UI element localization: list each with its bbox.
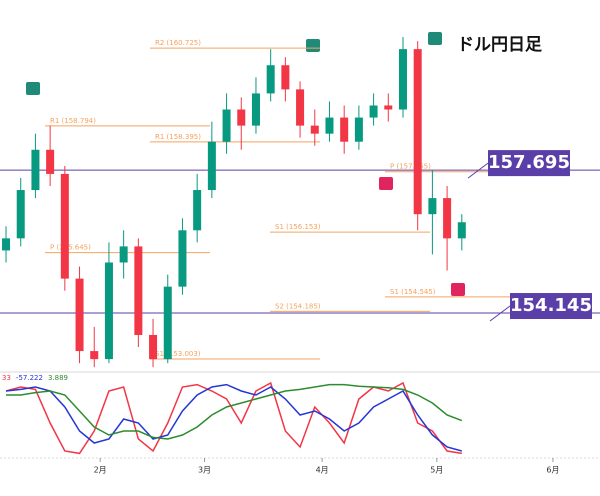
candle-body (398, 49, 407, 110)
x-tick-label: 5月 (430, 466, 443, 475)
candle-body (75, 278, 84, 352)
pivot-label: S1 (156.153) (275, 223, 321, 231)
marker-icon (306, 39, 320, 52)
candle-body (251, 93, 260, 126)
pivot-label: P (155.645) (50, 244, 91, 252)
marker-icon (26, 82, 40, 95)
candle-body (163, 286, 172, 360)
candle-body (16, 190, 25, 239)
x-tick-label: 3月 (198, 466, 211, 475)
x-tick-label: 6月 (546, 466, 559, 475)
oscillator-line (6, 383, 463, 440)
oscillator-line (5, 383, 462, 452)
candle-body (149, 334, 158, 360)
candle-body (237, 109, 246, 126)
candle-body (104, 262, 113, 360)
candle-body (296, 89, 305, 126)
candle-body (222, 109, 231, 142)
candle-body (207, 141, 216, 191)
candle-body (60, 173, 69, 279)
oscillator-value: -57.222 (16, 374, 43, 382)
pivot-label: S2 (154.185) (275, 302, 321, 310)
pivot-label: S1 (154.545) (390, 288, 436, 296)
marker-icon (428, 32, 442, 45)
candle-body (369, 105, 378, 118)
pivot-label: P (157.655) (390, 163, 431, 171)
candle-body (193, 190, 202, 231)
candle-body (281, 65, 290, 90)
candle-body (428, 198, 437, 215)
pivot-label: R2 (160.725) (155, 39, 201, 47)
oscillator-value: 33 (2, 374, 11, 382)
candle-body (134, 246, 143, 335)
candle-body (2, 238, 11, 251)
price-label: 157.695 (488, 152, 570, 173)
candle-body (457, 222, 466, 239)
candle-body (178, 230, 187, 287)
pivot-label: R1 (158.395) (155, 133, 201, 141)
marker-icon (451, 283, 465, 296)
oscillator-line (5, 381, 462, 455)
price-connector (489, 305, 511, 322)
candle-body (266, 65, 275, 94)
candle-body (443, 198, 452, 239)
candle-body (31, 149, 40, 191)
candle-body (340, 117, 349, 142)
candle-body (310, 125, 319, 134)
price-label: 154.145 (510, 295, 592, 316)
price-box (488, 150, 570, 177)
candle-body (90, 351, 99, 360)
pivot-label: S1 (153.003) (155, 350, 201, 358)
marker-icon (379, 177, 393, 190)
candle-body (354, 117, 363, 142)
candle-body (413, 49, 422, 215)
x-tick-label: 2月 (94, 466, 107, 475)
candle-body (325, 117, 334, 134)
candle-body (119, 246, 128, 263)
pivot-label: R1 (158.794) (50, 117, 96, 125)
candle-body (46, 149, 55, 174)
candle-body (384, 105, 393, 110)
x-tick-label: 4月 (316, 466, 329, 475)
chart-title: ドル円日足 (457, 35, 542, 55)
oscillator-value: 3.889 (48, 374, 68, 382)
price-box (510, 293, 592, 320)
price-connector (467, 162, 489, 179)
